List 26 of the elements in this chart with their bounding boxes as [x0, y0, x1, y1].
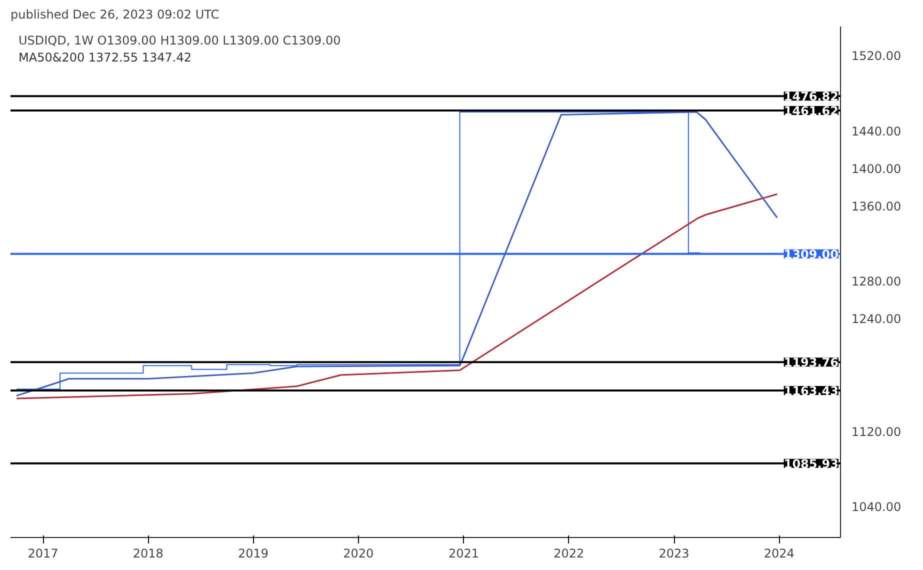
x-tick-label: 2019: [238, 546, 269, 560]
chart-title: USDIQD, 1W O1309.00 H1309.00 L1309.00 C1309.00: [18, 34, 341, 48]
x-tick-label: 2020: [343, 546, 374, 560]
ref-line-label: 1193.76: [784, 356, 838, 370]
y-tick-label: 1400.00: [852, 162, 902, 176]
text: published Dec 26, 2023 09:02 UTC: [10, 8, 220, 22]
x-tick-label: 2022: [554, 546, 584, 560]
x-tick-label: 2021: [448, 546, 480, 560]
x-tick-label: 2017: [28, 546, 58, 560]
x-tick-label: 2018: [132, 546, 164, 560]
y-tick-label: 1520.00: [852, 49, 902, 64]
y-tick-label: 1440.00: [852, 124, 902, 138]
line-series: [16, 193, 778, 400]
y-tick-label: 1040.00: [852, 500, 902, 514]
x-tick-label: 2024: [764, 546, 794, 560]
y-tick-label: 1280.00: [852, 274, 902, 289]
ref-line-label: 1085.93: [784, 456, 838, 471]
annotation: MA50&200 1372.55 1347.42: [18, 50, 192, 64]
y-tick-label: 1240.00: [852, 312, 902, 326]
y-tick-label: 1360.00: [852, 199, 902, 214]
x-tick-label: 2023: [658, 546, 690, 560]
ref-line-label: 1476.82: [784, 90, 838, 104]
y-tick-label: 1120.00: [852, 424, 902, 439]
ref-line-label: 1309.00: [784, 247, 838, 262]
ref-line-label: 1461.62: [784, 104, 838, 118]
ref-line-label: 1163.43: [784, 384, 838, 398]
